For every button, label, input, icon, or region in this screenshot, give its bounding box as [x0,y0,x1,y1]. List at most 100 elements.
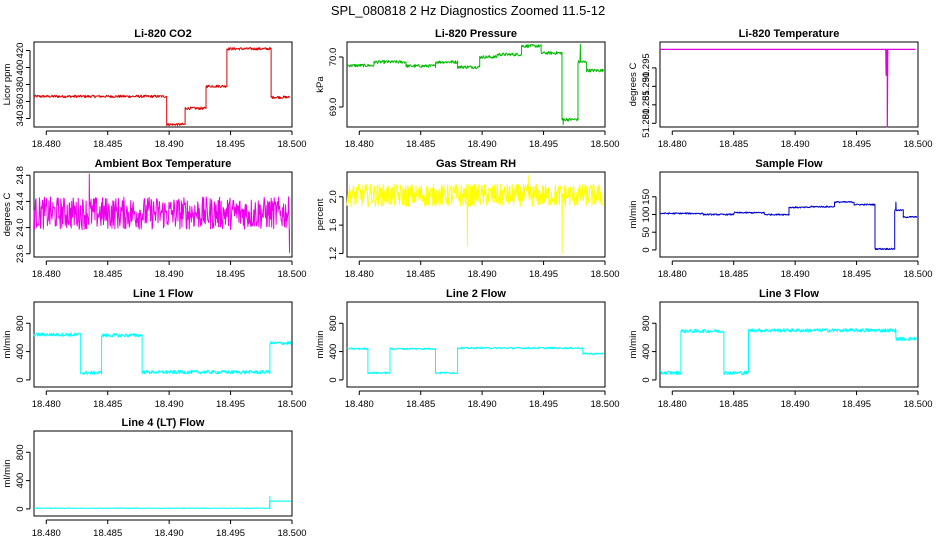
x-tick-label: 18.495 [216,399,245,410]
panel-line2: Line 2 Flow 18.480 18.485 18.490 18.495 18.50… [315,288,620,410]
x-tick-label: 18.480 [345,139,374,150]
y-axis-title: degrees C [628,62,639,106]
y-axis-title: Licor ppm [2,64,13,106]
y-tick-label: 51.285 [641,90,652,119]
y-tick-label: 400 [15,60,26,76]
y-tick-label: 800 [641,315,652,331]
x-tick-label: 18.495 [529,139,558,150]
x-tick-label: 18.500 [277,528,306,539]
y-axis-title: kPa [315,76,326,93]
plot-frame [659,41,919,128]
y-tick-label: 24.8 [15,166,26,185]
y-axis-title: ml/min [2,460,13,488]
y-tick-label: 340 [15,111,26,127]
y-tick-label: 150 [641,189,652,205]
plot-frame [346,41,606,128]
y-tick-label: 69.0 [328,98,339,117]
y-axis: 0 400 800 [15,444,31,512]
x-axis: 18.480 18.485 18.490 18.495 18.500 [345,260,620,280]
figure-title: SPL_080818 2 Hz Diagnostics Zoomed 11.5-… [331,3,605,18]
y-tick-label: 400 [15,344,26,360]
x-tick-label: 18.480 [658,399,687,410]
y-axis: 23.6 24.0 24.4 24.8 [15,166,31,263]
y-tick-label: 800 [15,315,26,331]
panel-title: Line 4 (LT) Flow [122,417,205,429]
x-tick-label: 18.490 [155,528,184,539]
series-line [33,173,290,253]
panel-co2: Li-820 CO2 18.480 18.485 18.490 18.495 18.500… [2,28,307,150]
series-line [33,332,292,375]
x-axis: 18.480 18.485 18.490 18.495 18.500 [345,390,620,410]
plot-frame [33,430,293,517]
x-tick-label: 18.485 [406,399,435,410]
x-tick-label: 18.490 [155,399,184,410]
y-axis-title: ml/min [628,201,639,229]
x-tick-label: 18.490 [155,139,184,150]
x-tick-label: 18.485 [93,528,122,539]
panel-title: Sample Flow [755,158,823,170]
x-tick-label: 18.485 [406,139,435,150]
x-axis: 18.480 18.485 18.490 18.495 18.500 [32,519,307,539]
x-tick-label: 18.485 [93,269,122,280]
x-axis: 18.480 18.485 18.490 18.495 18.500 [658,390,933,410]
x-tick-label: 18.495 [842,139,871,150]
x-tick-label: 18.500 [277,269,306,280]
series-line [33,495,291,509]
series-line [660,200,918,251]
x-tick-label: 18.500 [903,269,932,280]
plot-frame [659,171,919,258]
panel-title: Line 1 Flow [133,288,193,300]
y-tick-label: 0 [15,377,26,382]
plot-frame [33,41,293,128]
x-tick-label: 18.500 [590,139,619,150]
panel-line4: Line 4 (LT) Flow 18.480 18.485 18.490 18.495… [2,417,307,539]
x-tick-label: 18.500 [903,399,932,410]
x-tick-label: 18.480 [658,269,687,280]
series-line [346,44,604,125]
x-tick-label: 18.480 [32,139,61,150]
x-tick-label: 18.490 [468,399,497,410]
x-tick-label: 18.495 [216,269,245,280]
y-tick-label: 360 [15,94,26,110]
series-line [346,346,605,375]
x-axis: 18.480 18.485 18.490 18.495 18.500 [32,260,307,280]
y-axis-title: ml/min [2,331,13,359]
x-tick-label: 18.490 [781,399,810,410]
x-tick-label: 18.490 [781,139,810,150]
panel-title: Line 2 Flow [446,288,506,300]
panel-title: Li-820 Temperature [739,28,840,40]
y-tick-label: 400 [328,344,339,360]
x-tick-label: 18.495 [842,399,871,410]
y-axis-title: degrees C [2,192,13,236]
plot-frame [33,301,293,388]
x-tick-label: 18.485 [719,399,748,410]
y-tick-label: 0 [328,377,339,382]
y-tick-label: 51.295 [641,53,652,82]
x-tick-label: 18.485 [93,399,122,410]
y-tick-label: 380 [15,77,26,93]
series-line [659,48,916,128]
x-tick-label: 18.500 [277,139,306,150]
panel-ambient: Ambient Box Temperature 18.480 18.485 18.49… [2,158,307,280]
x-tick-label: 18.490 [155,269,184,280]
y-tick-label: 0 [641,377,652,382]
x-axis: 18.480 18.485 18.490 18.495 18.500 [345,130,620,150]
x-tick-label: 18.495 [529,269,558,280]
x-tick-label: 18.485 [719,269,748,280]
y-tick-label: 24.0 [15,218,26,237]
panel-title: Ambient Box Temperature [95,158,232,170]
x-axis: 18.480 18.485 18.490 18.495 18.500 [658,260,933,280]
panel-line3: Line 3 Flow 18.480 18.485 18.490 18.495 18.50… [628,288,933,410]
x-tick-label: 18.490 [468,139,497,150]
y-axis: 0 400 800 [641,315,657,383]
x-tick-label: 18.490 [781,269,810,280]
y-tick-label: 1.6 [328,219,339,232]
x-axis: 18.480 18.485 18.490 18.495 18.500 [32,130,307,150]
x-tick-label: 18.480 [32,269,61,280]
y-tick-label: 800 [15,444,26,460]
series-line [33,47,290,127]
y-axis: 0 400 800 [328,315,344,383]
